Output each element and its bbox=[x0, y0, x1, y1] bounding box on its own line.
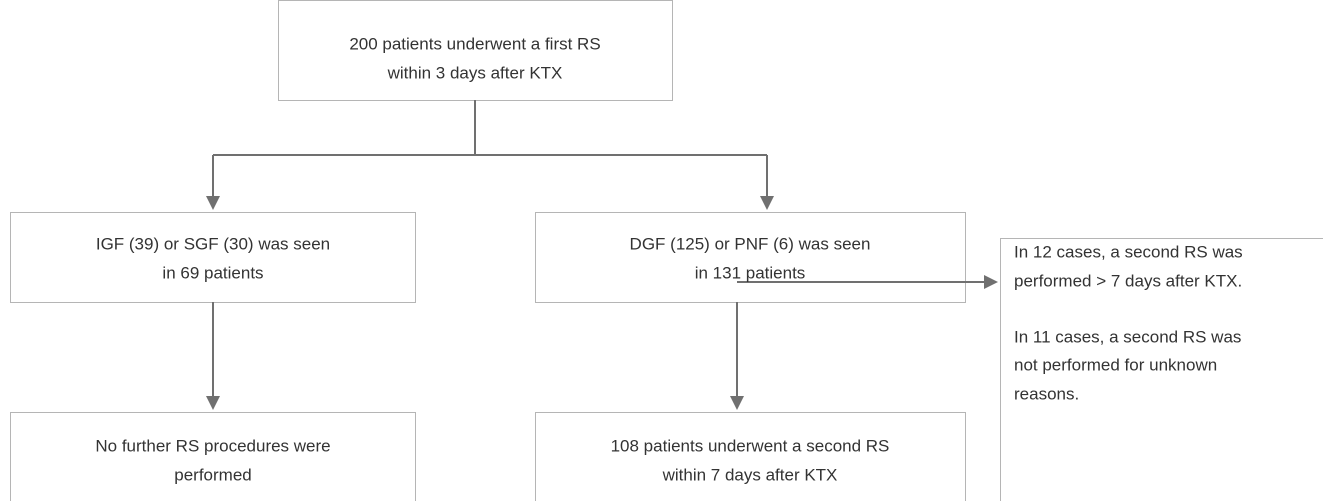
node-text: in 69 patients bbox=[162, 263, 263, 282]
node-text: performed bbox=[174, 465, 251, 484]
arrowhead bbox=[206, 196, 220, 210]
node-text: In 12 cases, a second RS was bbox=[1014, 242, 1243, 261]
box bbox=[10, 212, 416, 303]
box bbox=[1000, 238, 1323, 501]
box bbox=[278, 0, 673, 101]
node-text: performed > 7 days after KTX. bbox=[1014, 271, 1242, 290]
arrowhead bbox=[760, 196, 774, 210]
box bbox=[535, 212, 966, 303]
box bbox=[535, 412, 966, 501]
node-text: 200 patients underwent a first RS bbox=[349, 34, 600, 53]
node-text: DGF (125) or PNF (6) was seen bbox=[630, 234, 871, 253]
box bbox=[10, 412, 416, 501]
node-text: in 131 patients bbox=[695, 263, 806, 282]
node-text: reasons. bbox=[1014, 384, 1079, 403]
node-text: 108 patients underwent a second RS bbox=[611, 436, 890, 455]
node-text: within 3 days after KTX bbox=[387, 63, 563, 82]
arrowhead bbox=[984, 275, 998, 289]
node-text: within 7 days after KTX bbox=[662, 465, 838, 484]
arrowhead bbox=[206, 396, 220, 410]
node-text: not performed for unknown bbox=[1014, 355, 1217, 374]
node-text: No further RS procedures were bbox=[95, 436, 330, 455]
connector bbox=[212, 100, 986, 398]
node-text: IGF (39) or SGF (30) was seen bbox=[96, 234, 330, 253]
node-text: In 11 cases, a second RS was bbox=[1014, 327, 1241, 346]
arrowhead bbox=[730, 396, 744, 410]
